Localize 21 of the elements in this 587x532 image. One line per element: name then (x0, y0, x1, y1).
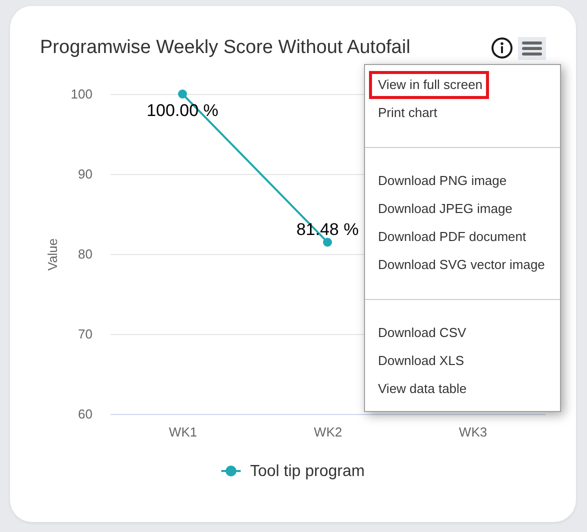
y-tick-label: 100 (70, 86, 92, 102)
chart-title: Programwise Weekly Score Without Autofail (40, 37, 410, 58)
annotation: Download PNG image (377, 172, 508, 190)
y-tick-label: 70 (78, 326, 92, 342)
annotation: Print chart (377, 104, 438, 122)
y-tick-label: 60 (78, 406, 92, 422)
annotation: Download CSV (377, 324, 468, 342)
annotation: View data table (377, 380, 468, 398)
annotation: Download JPEG image (377, 200, 514, 218)
legend-label: Tool tip program (250, 463, 365, 480)
x-tick-label: WK2 (314, 424, 342, 440)
x-tick-label: WK1 (168, 424, 198, 440)
data-label: 100.00 % (146, 101, 218, 120)
y-axis-title: Value (44, 238, 60, 271)
annotation: Download PDF document (377, 228, 528, 246)
annotation: Download SVG vector image (377, 256, 546, 274)
y-tick-label: 90 (78, 166, 92, 182)
x-tick-label: WK3 (458, 424, 488, 440)
annotation: Download XLS (377, 352, 465, 370)
y-tick-label: 80 (78, 246, 92, 262)
text: View in full screen (378, 77, 483, 92)
